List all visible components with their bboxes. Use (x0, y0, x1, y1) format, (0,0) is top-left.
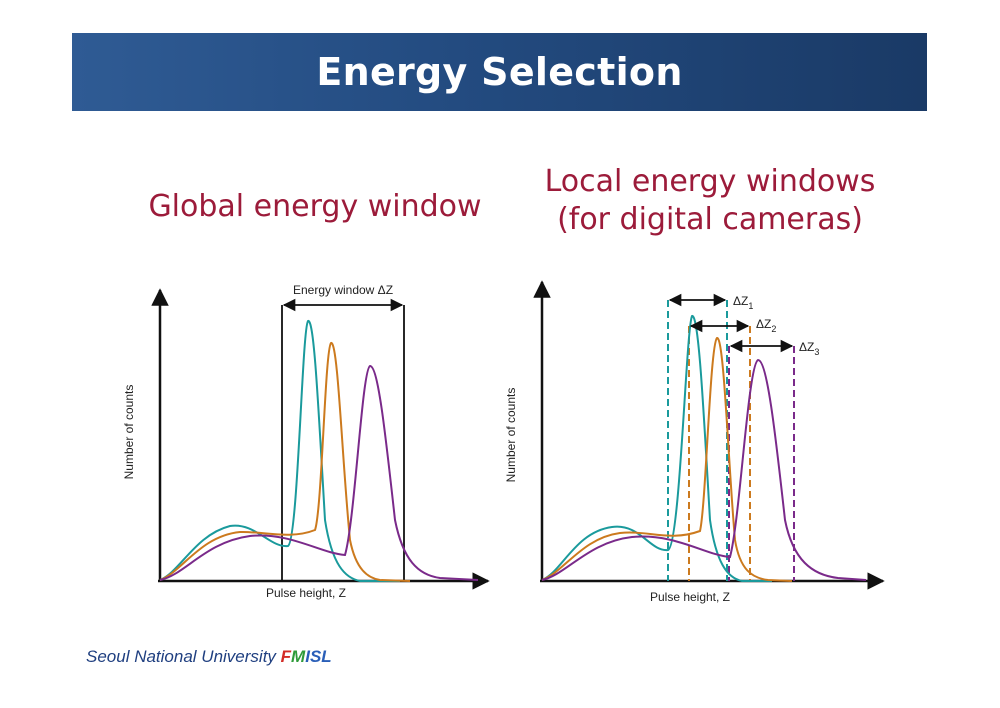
window2-label-main: ΔZ (756, 317, 771, 331)
right-curve-orange (541, 336, 793, 582)
window3-label-sub: 3 (814, 347, 819, 357)
left-window-label: Energy window ΔZ (293, 283, 393, 297)
slide-title: Energy Selection (316, 50, 683, 94)
diagram-global: Number of counts Pulse height, Z Energy … (122, 283, 490, 600)
subtitle-local-line1: Local energy windows (544, 164, 876, 199)
left-y-label: Number of counts (122, 385, 136, 480)
footer: Seoul National University FMISL (86, 647, 332, 667)
right-x-label: Pulse height, Z (650, 590, 730, 604)
left-curve-orange (159, 341, 411, 582)
footer-lab-logo: FMISL (281, 647, 332, 666)
left-x-label: Pulse height, Z (266, 586, 346, 600)
footer-lab-f: F (280, 647, 292, 666)
left-curve-purple (159, 364, 479, 581)
window1-label-sub: 1 (748, 301, 753, 311)
right-y-label: Number of counts (504, 388, 518, 483)
diagram-local: Number of counts Pulse height, Z ΔZ1 ΔZ2… (504, 280, 885, 604)
right-curve-teal (541, 314, 772, 582)
right-curve-purple (541, 358, 867, 581)
left-curve-teal (159, 319, 400, 582)
footer-lab-i: I (305, 647, 310, 666)
window2-label-sub: 2 (771, 324, 776, 334)
window3-label-main: ΔZ (799, 340, 814, 354)
subtitle-global: Global energy window (148, 189, 482, 224)
subtitle-local: Local energy windows (for digital camera… (520, 163, 900, 239)
title-bar: Energy Selection (72, 33, 927, 111)
footer-university: Seoul National University (86, 647, 276, 666)
window1-label-main: ΔZ (733, 294, 748, 308)
window1-label: ΔZ1 (733, 294, 753, 311)
window3-label: ΔZ3 (799, 340, 819, 357)
footer-lab-m: M (291, 647, 306, 666)
footer-lab-sl: SL (309, 647, 332, 666)
window2-label: ΔZ2 (756, 317, 776, 334)
subtitle-local-line2: (for digital cameras) (557, 202, 863, 237)
